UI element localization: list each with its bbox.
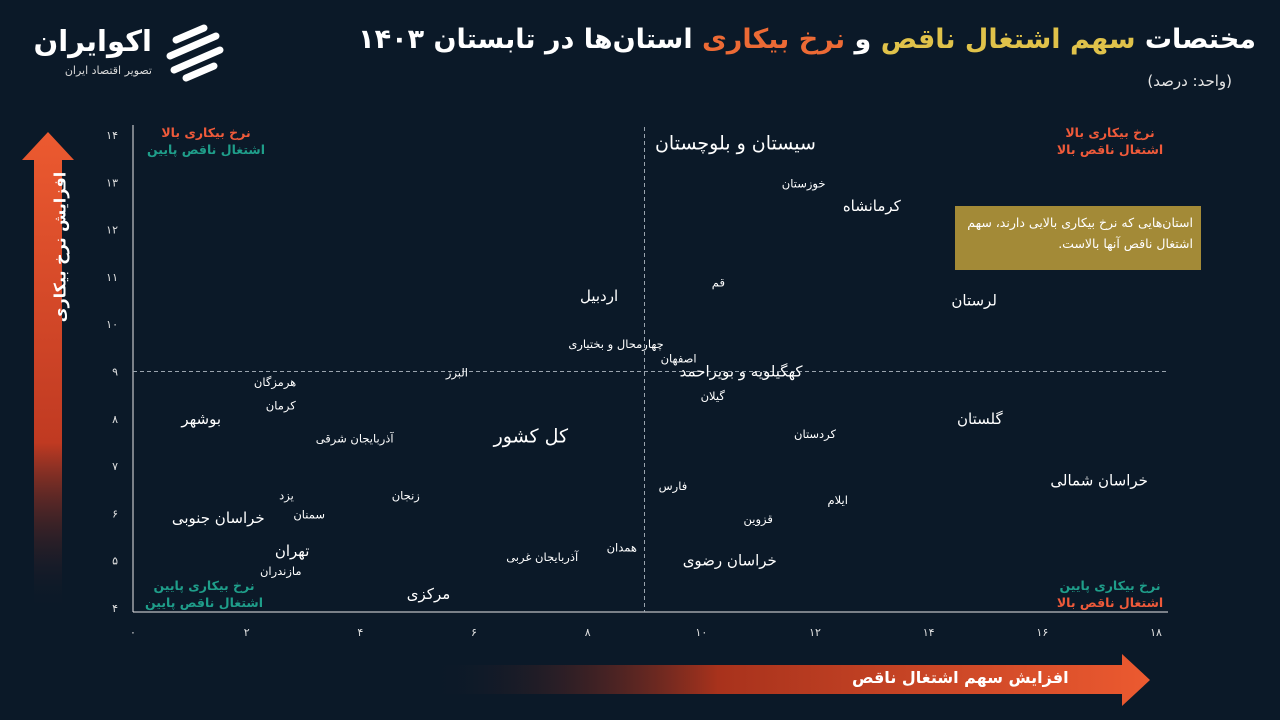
x-tick-label: ۶ <box>471 626 477 639</box>
point-label: سمنان <box>293 507 325 521</box>
point-label: مرکزی <box>407 585 450 603</box>
point-label: خراسان رضوی <box>683 552 777 570</box>
x-tick-label: ۴ <box>357 626 363 639</box>
point-label: خراسان شمالی <box>1050 471 1148 489</box>
x-tick-label: ۱۸ <box>1150 626 1162 639</box>
y-tick-label: ۱۲ <box>106 224 118 237</box>
point-label: اصفهان <box>661 351 697 365</box>
y-tick-label: ۱۳ <box>106 176 118 189</box>
point-label: ایلام <box>828 493 848 507</box>
x-axis-label: افزایش سهم اشتغال ناقص <box>852 668 1069 687</box>
point-label: آذربایجان شرقی <box>316 432 395 447</box>
title-part-1: مختصات <box>1144 24 1256 55</box>
quadrant-bottom-left-line1: نرخ بیکاری پایین <box>153 578 255 593</box>
x-tick-label: ۱۴ <box>923 626 935 639</box>
point-label: البرز <box>445 366 468 381</box>
quadrant-top-right-line1: نرخ بیکاری بالا <box>1065 125 1155 140</box>
y-tick-label: ۶ <box>112 507 118 520</box>
point-label: سیستان و بلوچستان <box>655 132 816 154</box>
brand-name: اکوایران <box>33 24 152 58</box>
x-axis-arrow <box>430 654 1150 706</box>
quadrant-bottom-left-line2: اشتغال ناقص پایین <box>144 595 264 610</box>
quadrant-bottom-right: نرخ بیکاری پایین اشتغال ناقص بالا <box>1040 577 1180 611</box>
point-label: کرمان <box>266 399 296 414</box>
y-tick-label: ۱۴ <box>106 129 118 142</box>
quadrant-top-right-line2: اشتغال ناقص بالا <box>1056 142 1164 157</box>
point-label: گلستان <box>957 410 1003 428</box>
x-tick-label: ۰ <box>130 626 136 639</box>
point-label: گیلان <box>701 389 726 403</box>
point-label: اردبیل <box>580 287 618 305</box>
point-label: قم <box>712 276 725 290</box>
brand-tagline: تصویر اقتصاد ایران <box>64 64 152 77</box>
chart-title: مختصات سهم اشتغال ناقص و نرخ بیکاری استا… <box>358 24 1256 55</box>
quadrant-bottom-left: نرخ بیکاری پایین اشتغال ناقص پایین <box>134 577 274 611</box>
x-tick-label: ۱۶ <box>1036 626 1048 639</box>
point-label: همدان <box>607 541 637 555</box>
title-part-3: و <box>854 24 872 55</box>
point-label: زنجان <box>392 488 420 503</box>
point-label: قزوین <box>743 512 772 527</box>
point-label: خراسان جنوبی <box>172 509 265 527</box>
y-tick-label: ۵ <box>112 555 118 568</box>
x-tick-label: ۱۰ <box>695 626 707 639</box>
quadrant-top-right: نرخ بیکاری بالا اشتغال ناقص بالا <box>1040 124 1180 158</box>
point-label: هرمزگان <box>254 375 296 390</box>
y-tick-label: ۱۱ <box>106 271 118 284</box>
y-tick-label: ۱۰ <box>106 318 118 331</box>
point-label: یزد <box>279 488 294 503</box>
quadrant-top-left-line1: نرخ بیکاری بالا <box>161 125 251 140</box>
x-tick-label: ۲ <box>244 626 250 639</box>
point-label: کردستان <box>794 427 837 442</box>
point-label: کل کشور <box>493 426 569 448</box>
unit-label: (واحد: درصد) <box>1147 72 1232 90</box>
x-tick-label: ۸ <box>585 626 591 639</box>
title-part-2: سهم اشتغال ناقص <box>880 24 1136 55</box>
y-tick-label: ۴ <box>112 602 118 615</box>
point-label: کرمانشاه <box>843 197 902 215</box>
point-label: آذربایجان غربی <box>506 550 579 565</box>
point-label: بوشهر <box>180 410 221 428</box>
y-axis-arrow <box>22 132 74 610</box>
quadrant-top-left-line2: اشتغال ناقص پایین <box>146 142 266 157</box>
y-tick-label: ۹ <box>112 366 118 379</box>
quadrant-bottom-right-line2: اشتغال ناقص بالا <box>1056 595 1164 610</box>
title-part-5: استان‌ها در تابستان ۱۴۰۳ <box>358 24 693 55</box>
point-label: لرستان <box>951 292 997 310</box>
quadrant-top-left: نرخ بیکاری بالا اشتغال ناقص پایین <box>136 124 276 158</box>
point-label: تهران <box>275 542 310 560</box>
annotation-note: استان‌هایی که نرخ بیکاری بالایی دارند، س… <box>955 206 1201 270</box>
ecoiran-logo-icon <box>166 24 224 82</box>
x-tick-label: ۱۲ <box>809 626 821 639</box>
y-tick-label: ۷ <box>112 460 118 473</box>
point-label: چهارمحال و بختیاری <box>568 337 663 352</box>
point-label: خوزستان <box>782 176 826 191</box>
point-label: فارس <box>659 479 688 494</box>
point-label: مازندران <box>260 564 302 579</box>
quadrant-bottom-right-line1: نرخ بیکاری پایین <box>1059 578 1161 593</box>
y-tick-label: ۸ <box>112 413 118 426</box>
title-part-4: نرخ بیکاری <box>702 24 846 55</box>
point-label: کهگیلویه و بویراحمد <box>680 363 804 381</box>
